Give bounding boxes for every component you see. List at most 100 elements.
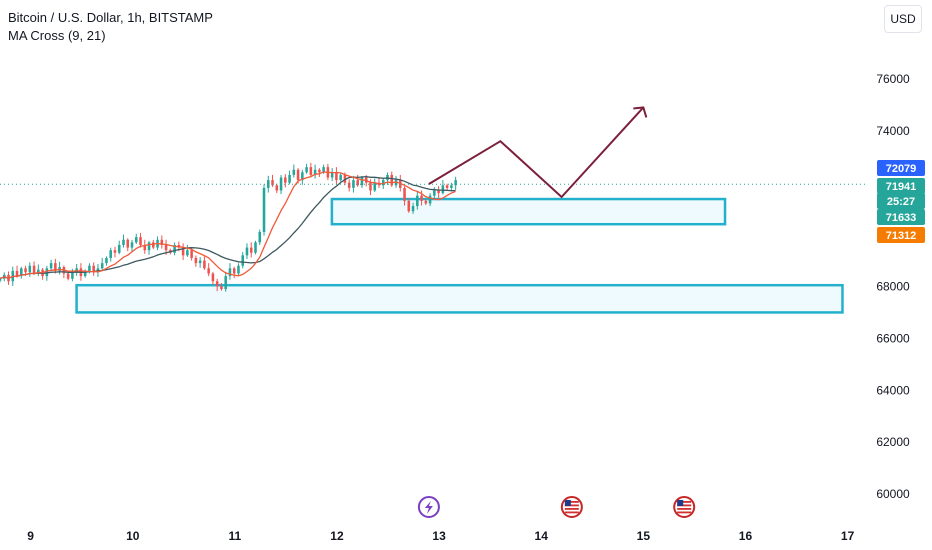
flag-stripe: [677, 508, 692, 510]
flag-stripe: [564, 501, 579, 503]
candle-body: [232, 268, 236, 274]
flag-stripe: [564, 511, 579, 514]
candle-body: [0, 278, 2, 281]
candle-body: [262, 187, 266, 232]
x-tick-label: 10: [126, 529, 140, 543]
candle-body: [339, 174, 342, 181]
candle-body: [360, 177, 364, 186]
candle-body: [352, 180, 355, 188]
candle-body: [100, 263, 104, 269]
indicator-label: MA Cross (9, 21): [8, 28, 106, 43]
candle-body: [211, 273, 215, 282]
candle-body: [296, 169, 300, 181]
candle-body: [45, 268, 49, 277]
currency-button[interactable]: USD: [884, 5, 922, 33]
candle-body: [284, 177, 287, 183]
demand-zone-1: [75, 283, 844, 314]
candle-body: [437, 190, 440, 194]
candle-body: [254, 242, 257, 253]
y-tick-label: 66000: [876, 331, 910, 345]
y-tick-label: 68000: [876, 279, 910, 293]
ma-slow-line: [0, 175, 456, 280]
candle-body: [301, 172, 304, 181]
candle-body: [330, 172, 334, 178]
candle-body: [49, 263, 53, 269]
lightning-glyph: [424, 501, 433, 514]
candle-body: [411, 206, 415, 212]
y-tick-label: 60000: [876, 487, 910, 501]
candle-body: [313, 169, 317, 175]
candle-body: [28, 265, 32, 273]
candle-body: [381, 180, 385, 186]
candle-body: [139, 237, 142, 245]
candle-body: [181, 247, 185, 256]
candle-body: [117, 244, 121, 253]
candle-body: [424, 200, 428, 204]
candle-body: [186, 250, 189, 256]
candle-body: [152, 242, 155, 248]
flag-canton: [564, 500, 571, 506]
x-tick-label: 14: [535, 529, 549, 543]
flag-canton: [677, 500, 684, 506]
candle-body: [228, 268, 232, 277]
price-tag-label: 72079: [886, 163, 917, 175]
candle-body: [83, 270, 87, 277]
flag-stripe: [677, 501, 692, 503]
candle-body: [369, 182, 372, 191]
candle-body: [245, 247, 249, 256]
candle-body: [454, 180, 457, 186]
candle-body: [416, 195, 419, 207]
price-tag: [877, 178, 925, 194]
candle-body: [164, 244, 168, 251]
candle-body: [445, 185, 449, 188]
candle-body: [428, 195, 432, 204]
candle-body: [373, 182, 377, 191]
candle-body: [335, 172, 338, 181]
price-tag: [877, 209, 925, 225]
candle-body: [220, 286, 223, 290]
price-tag: [877, 193, 925, 209]
x-tick-label: 15: [637, 529, 651, 543]
candle-body: [318, 169, 321, 173]
candle-body: [24, 268, 27, 273]
x-tick-label: 16: [739, 529, 753, 543]
price-tag: [877, 227, 925, 243]
candle-body: [279, 177, 283, 191]
candle-body: [20, 268, 23, 277]
candle-body: [224, 276, 227, 290]
candle-body: [105, 257, 108, 264]
candle-body: [237, 265, 240, 274]
candle-body: [15, 270, 19, 277]
price-tag-label: 71941: [886, 181, 917, 193]
candle-body: [347, 182, 351, 188]
candle-body: [92, 265, 95, 273]
y-tick-label: 62000: [876, 435, 910, 449]
chart-header: Bitcoin / U.S. Dollar, 1h, BITSTAMP MA C…: [8, 9, 213, 45]
candle-body: [173, 244, 176, 253]
candle-body: [203, 260, 206, 269]
candle-body: [258, 232, 262, 243]
candle-body: [130, 242, 134, 248]
flag-stripe: [564, 504, 579, 507]
candle-body: [109, 250, 112, 258]
candle-body: [37, 269, 40, 274]
price-tag-label: 71633: [886, 212, 917, 224]
candle-body: [241, 255, 245, 266]
x-tick-label: 9: [27, 529, 34, 543]
candle-body: [194, 257, 198, 264]
candle-body: [147, 242, 151, 251]
candle-body: [88, 265, 91, 271]
candle-body: [143, 244, 147, 251]
ma-fast-line: [0, 171, 456, 280]
price-tag-label: 25:27: [887, 196, 915, 208]
candle-body: [126, 239, 130, 248]
candle-body: [122, 239, 125, 245]
candle-body: [249, 247, 253, 253]
candle-body: [450, 185, 453, 188]
candle-body: [288, 174, 291, 183]
flag-stripe: [677, 511, 692, 514]
candle-body: [207, 268, 210, 274]
candle-body: [407, 200, 411, 212]
candle-body: [343, 174, 347, 183]
